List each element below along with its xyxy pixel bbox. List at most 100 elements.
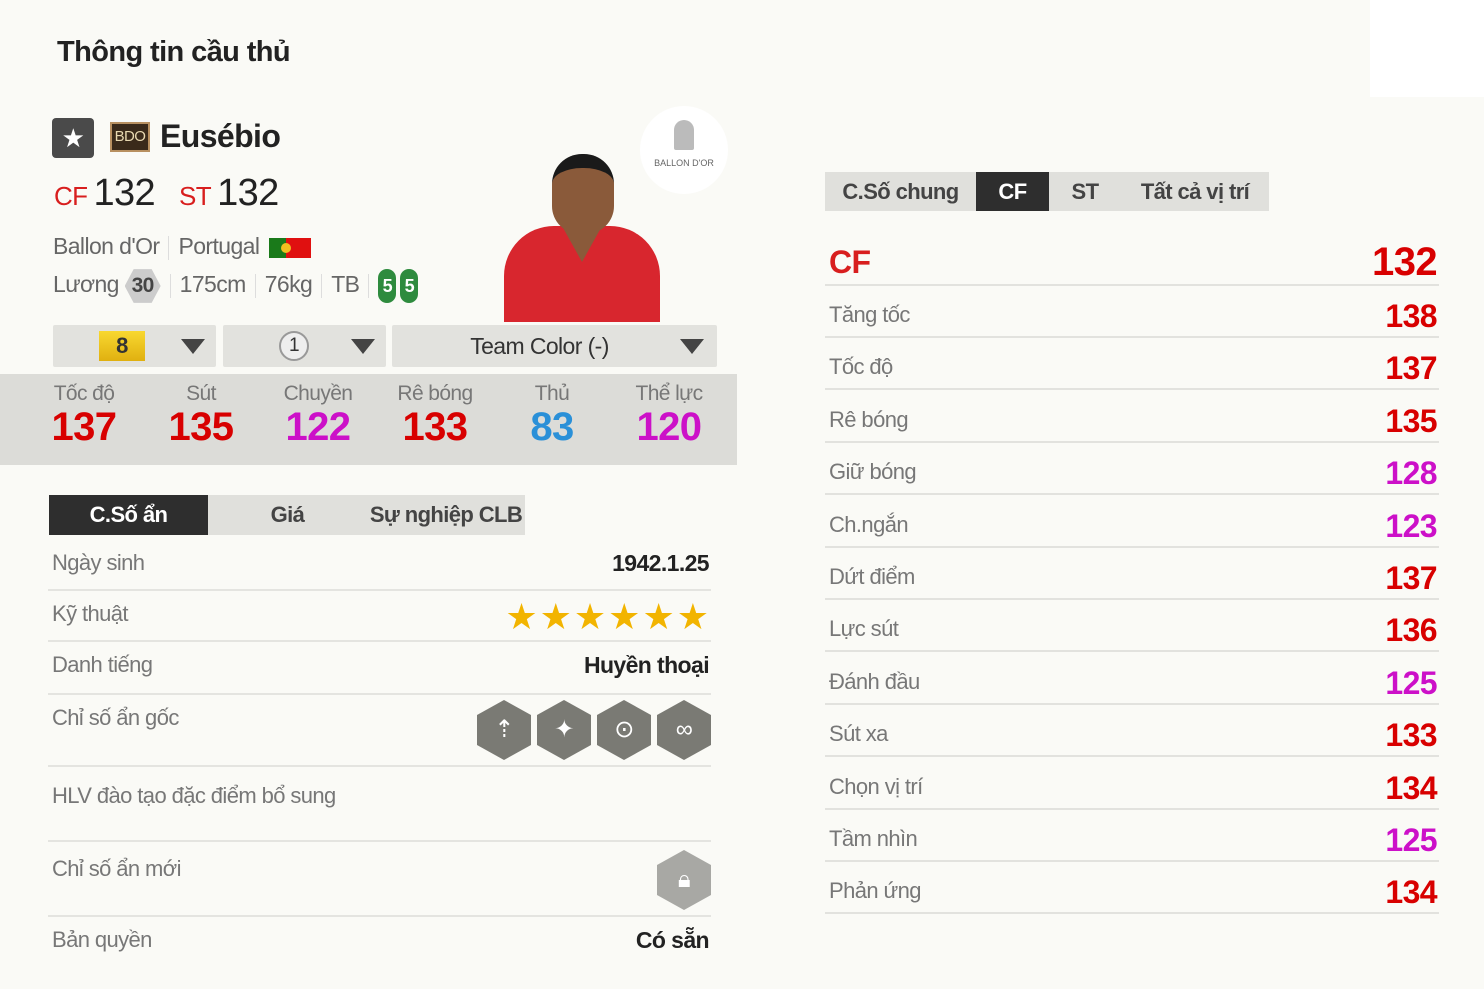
license-value: Có sẵn xyxy=(635,927,710,953)
lock-icon[interactable]: 🔒︎ xyxy=(657,850,711,910)
team-level-select[interactable]: 1 xyxy=(223,325,386,367)
player-photo xyxy=(500,150,665,322)
chevron-down-icon xyxy=(181,339,205,354)
logo-text: BALLON D'OR xyxy=(654,158,714,168)
detail-stat-value: 123 xyxy=(1385,507,1437,544)
upgrade-level: 8 xyxy=(99,331,145,361)
stat-value: 137 xyxy=(51,405,118,449)
detail-stat-label: Rê bóng xyxy=(829,406,909,432)
detail-stat-row: Đánh đầu 125 xyxy=(825,653,1439,705)
chip-shot-icon[interactable]: ⊙ xyxy=(597,700,651,760)
detail-stat-label: Phản ứng xyxy=(829,878,921,904)
detail-stat-row: Ch.ngắn 123 xyxy=(825,496,1439,548)
tab-price[interactable]: Giá xyxy=(270,502,305,527)
info-row-birth: Ngày sinh 1942.1.25 xyxy=(48,540,711,591)
season-nation-line: Ballon d'Or Portugal xyxy=(53,233,312,260)
season-badge: BDO xyxy=(110,122,150,152)
position-ratings: CF 132 ST 132 xyxy=(54,172,293,215)
row-label: Bản quyền xyxy=(52,927,152,952)
tab-hidden-stats[interactable]: C.Số ẩn xyxy=(49,495,208,535)
row-label: Chỉ số ẩn mới xyxy=(52,856,182,881)
detail-stat-label: Tầm nhìn xyxy=(829,826,918,851)
stat-label: Rê bóng xyxy=(397,382,473,405)
skill-stars: ★★★★★★ xyxy=(505,596,711,637)
tab-cf[interactable]: CF xyxy=(976,172,1049,211)
detail-stat-label: Đánh đầu xyxy=(829,668,920,694)
detail-stat-row: Tốc độ 137 xyxy=(825,338,1439,391)
main-stat: Sút 135 xyxy=(151,382,251,448)
detail-stat-value: 134 xyxy=(1385,874,1437,911)
detail-stat-row: Chọn vị trí 134 xyxy=(825,758,1439,810)
team-color-value: Team Color (-) xyxy=(470,333,609,359)
corner-panel xyxy=(1370,0,1484,97)
ballon-dor-logo: BALLON D'OR xyxy=(640,106,728,194)
stat-value: 83 xyxy=(530,405,574,449)
detail-stat-label: Chọn vị trí xyxy=(829,773,923,799)
page-title: Thông tin cầu thủ xyxy=(57,36,291,68)
detail-stat-row: Rê bóng 135 xyxy=(825,391,1439,443)
tab-club-career[interactable]: Sự nghiệp CLB xyxy=(369,502,523,527)
row-label: Chỉ số ẩn gốc xyxy=(52,705,179,730)
upgrade-level-select[interactable]: 8 xyxy=(53,325,216,367)
detail-stat-label: Giữ bóng xyxy=(829,459,917,485)
detail-stat-label: Lực sút xyxy=(829,616,899,642)
chevron-down-icon xyxy=(680,339,704,354)
tab-st[interactable]: ST xyxy=(1071,179,1100,204)
chevron-down-icon xyxy=(351,339,375,354)
left-tabs: C.Số ẩn Giá Sự nghiệp CLB xyxy=(49,495,525,535)
row-label: Danh tiếng xyxy=(52,652,153,677)
height: 175cm xyxy=(179,271,247,298)
team-color-select[interactable]: Team Color (-) xyxy=(392,325,717,367)
info-row-license: Bản quyền Có sẵn xyxy=(48,917,711,967)
player-name: Eusébio xyxy=(160,118,281,154)
detail-stat-row: Tăng tốc 138 xyxy=(825,286,1439,338)
detail-stat-row: Phản ứng 134 xyxy=(825,862,1439,915)
position-label: CF xyxy=(54,181,88,211)
physical-line: Lương 30 175cm 76kg TB 5 5 xyxy=(53,268,422,304)
playmaker-icon[interactable]: ∞ xyxy=(657,700,711,760)
row-label: Ngày sinh xyxy=(52,550,145,575)
main-stat: Thủ 83 xyxy=(502,382,602,448)
position-header-row: CF 132 xyxy=(825,238,1439,286)
stat-label: Tốc độ xyxy=(53,382,115,405)
row-label: Kỹ thuật xyxy=(52,601,129,626)
stat-label: Chuyền xyxy=(283,382,353,405)
detail-stat-label: Ch.ngắn xyxy=(829,511,909,537)
body-type: TB xyxy=(331,271,360,298)
position-tabs: C.Số chung CF ST Tất cả vị trí xyxy=(825,172,1269,211)
stat-value: 135 xyxy=(168,405,235,449)
tab-all-positions[interactable]: Tất cả vị trí xyxy=(1140,179,1250,204)
stat-value: 120 xyxy=(636,405,703,449)
favorite-star-icon[interactable]: ★ xyxy=(52,118,94,158)
detail-stat-row: Sút xa 133 xyxy=(825,705,1439,758)
info-row-fame: Danh tiếng Huyền thoại xyxy=(48,642,711,695)
detail-stat-value: 135 xyxy=(1385,402,1437,439)
detail-stat-value: 138 xyxy=(1385,298,1437,334)
detail-stat-value: 125 xyxy=(1385,664,1437,701)
info-row-traits: Chỉ số ẩn gốc ⇡ ✦ ⊙ ∞ xyxy=(48,695,711,767)
row-label: HLV đào tạo đặc điểm bổ sung xyxy=(52,783,336,808)
speed-dribbler-icon[interactable]: ✦ xyxy=(537,700,591,760)
main-stat: Rê bóng 133 xyxy=(385,382,485,448)
salary-badge: 30 xyxy=(124,269,161,303)
detail-stat-value: 136 xyxy=(1385,612,1437,649)
tab-general[interactable]: C.Số chung xyxy=(842,179,959,204)
detail-stat-row: Dứt điểm 137 xyxy=(825,548,1439,600)
detail-stat-row: Lực sút 136 xyxy=(825,600,1439,653)
portugal-flag-icon xyxy=(269,237,312,258)
info-row-coach: HLV đào tạo đặc điểm bổ sung xyxy=(48,767,711,842)
right-foot-icon: 5 xyxy=(400,269,419,303)
stat-label: Sút xyxy=(186,382,216,405)
detail-stat-label: Tốc độ xyxy=(829,354,893,380)
weight: 76kg xyxy=(264,271,313,298)
season-name: Ballon d'Or xyxy=(53,233,160,259)
detail-stat-value: 137 xyxy=(1385,350,1437,387)
long-shot-icon[interactable]: ⇡ xyxy=(477,700,531,760)
detail-stat-label: Tăng tốc xyxy=(829,302,910,327)
nation: Portugal xyxy=(178,233,260,259)
position-ovr: 132 xyxy=(93,172,156,214)
stat-label: Thể lực xyxy=(635,382,703,405)
detail-stat-row: Tầm nhìn 125 xyxy=(825,810,1439,862)
detail-stat-value: 134 xyxy=(1385,769,1437,806)
position-ovr: 132 xyxy=(217,172,279,214)
